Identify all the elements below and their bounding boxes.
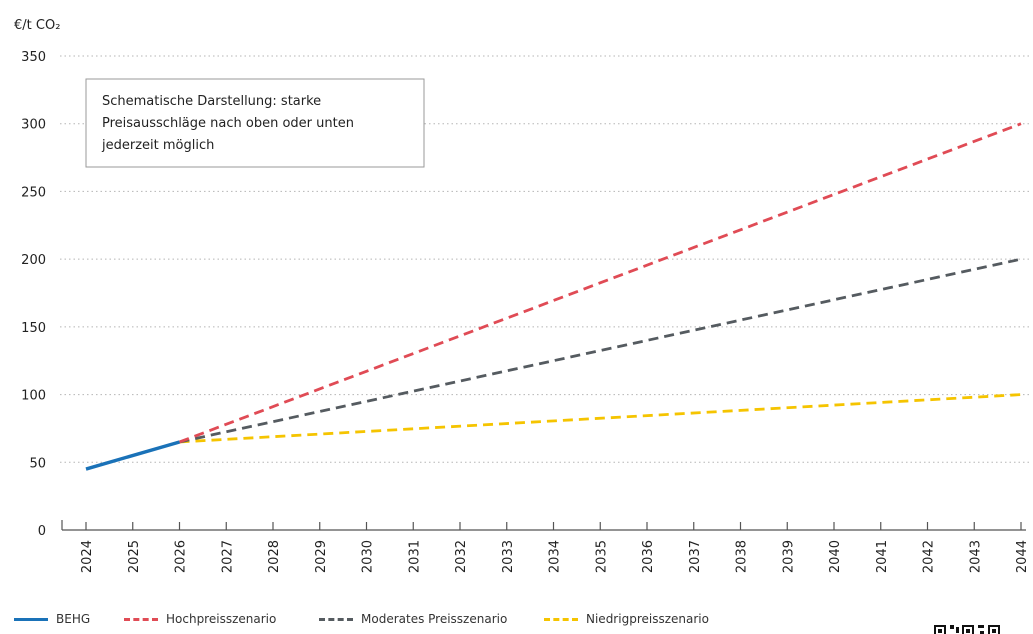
legend-item: Moderates Preisszenario	[319, 612, 507, 626]
x-tick-label: 2033	[501, 540, 516, 573]
series-line-moderates-preisszenario	[179, 257, 1022, 444]
x-tick-label: 2035	[594, 540, 609, 573]
legend: BEHG Hochpreisszenario Moderates Preisszen…	[14, 612, 1024, 632]
legend-label: Hochpreisszenario	[166, 612, 277, 626]
x-tick-label: 2040	[828, 540, 843, 573]
y-axis-label: €/t CO₂	[14, 18, 60, 33]
y-tick-label: 200	[21, 253, 46, 268]
x-tick-label: 2031	[407, 540, 422, 573]
qr-code	[934, 622, 1024, 634]
x-tick-label: 2042	[922, 540, 937, 573]
x-tick-label: 2032	[454, 540, 469, 573]
legend-item: Niedrigpreisszenario	[544, 612, 709, 626]
legend-item: BEHG	[14, 612, 90, 626]
annotation-line: jederzeit möglich	[101, 138, 214, 153]
y-tick-label: 300	[21, 118, 46, 133]
annotation-text: Schematische Darstellung: starke Preisaus…	[101, 94, 354, 153]
x-tick-label: 2039	[781, 540, 796, 573]
y-tick-label: 50	[29, 456, 46, 471]
series-line-hochpreisszenario	[179, 122, 1022, 444]
series-line-niedrigpreisszenario	[179, 393, 1022, 444]
legend-swatch	[124, 617, 158, 621]
y-tick-labels: 0 50 100 150 200 250 300 350	[21, 50, 46, 539]
legend-label: Moderates Preisszenario	[361, 612, 508, 626]
x-tick-label: 2036	[641, 540, 656, 573]
x-tick-label: 2026	[174, 540, 189, 573]
x-tick-label: 2043	[968, 540, 983, 573]
y-tick-label: 250	[21, 185, 46, 200]
x-tick-label: 2030	[361, 540, 376, 573]
legend-swatch	[14, 617, 48, 621]
x-tick-label: 2029	[314, 540, 329, 573]
x-tick-label: 2041	[875, 540, 890, 573]
legend-swatch	[319, 617, 353, 621]
x-tick-label: 2025	[127, 540, 142, 573]
x-tick-label: 2028	[267, 540, 282, 573]
x-tick-label: 2027	[220, 540, 235, 573]
legend-swatch	[544, 617, 578, 621]
series-line-behg	[85, 440, 180, 471]
legend-label: BEHG	[56, 612, 91, 626]
legend-item: Hochpreisszenario	[124, 612, 276, 626]
x-axis: 2024 2025 2026 2027 2028 2029 2030 2031 2032 2033…	[61, 520, 1030, 573]
y-tick-label: 150	[21, 321, 46, 336]
x-tick-label: 2037	[688, 540, 703, 573]
annotation-line: Preisausschläge nach oben oder unten	[102, 116, 354, 131]
y-tick-label: 100	[21, 389, 46, 404]
y-tick-label: 350	[21, 50, 46, 65]
annotation-frame	[85, 78, 425, 168]
x-tick-label: 2038	[735, 540, 750, 573]
legend-label: Niedrigpreisszenario	[586, 612, 709, 626]
data-series	[85, 122, 1022, 471]
annotation-line: Schematische Darstellung: starke	[102, 94, 321, 109]
x-tick-label: 2034	[548, 540, 563, 573]
annotation-box: Schematische Darstellung: starke Preisaus…	[85, 78, 425, 168]
x-tick-label: 2024	[80, 540, 95, 573]
x-tick-label: 2044	[1015, 540, 1030, 573]
y-tick-label: 0	[38, 524, 46, 539]
